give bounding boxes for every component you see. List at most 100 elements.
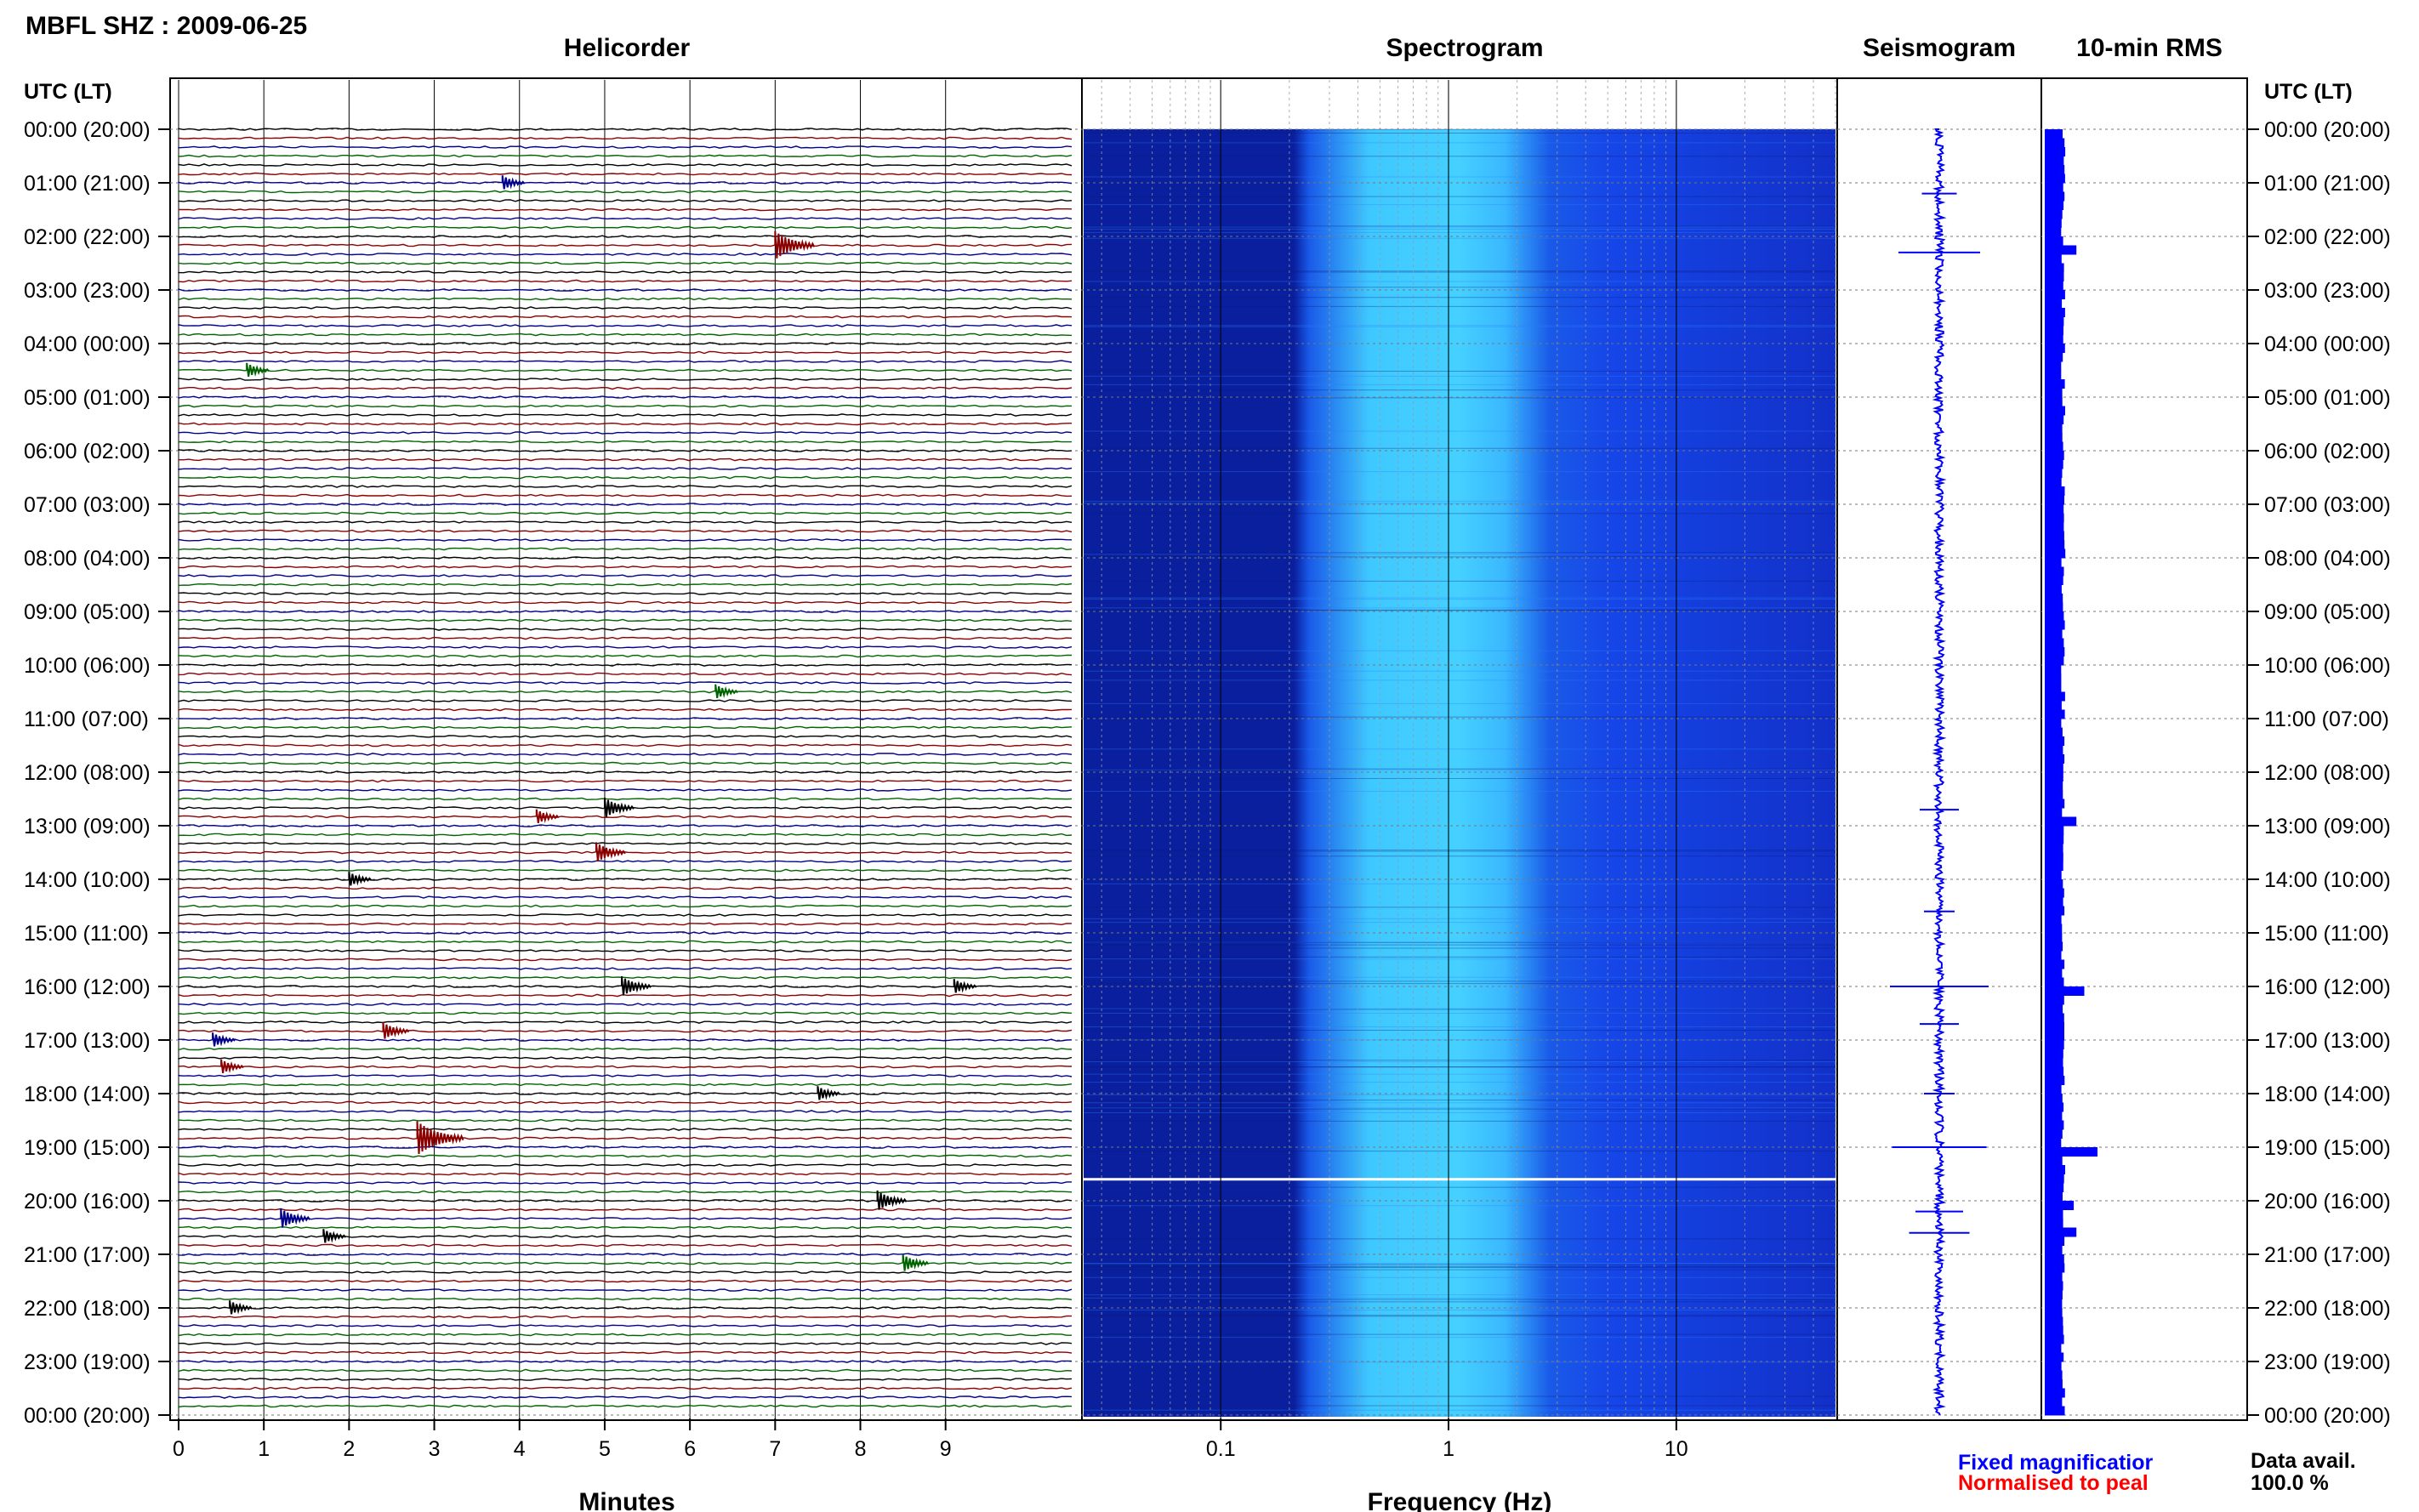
rms-bar [2045,406,2065,416]
rms-bar [2045,906,2065,916]
time-tick-right: 11:00 (07:00) [2264,708,2389,731]
time-tick-left: 07:00 (03:00) [24,493,151,517]
rms-bar [2045,1227,2077,1237]
rms-bar [2045,933,2063,942]
rms-bar [2045,1236,2065,1246]
rms-bar [2045,602,2063,612]
rms-bar [2045,959,2065,969]
time-tick-right: 02:00 (22:00) [2264,225,2391,249]
rms-bar [2045,1397,2063,1407]
helicorder-trace-row [178,1145,1072,1149]
rms-bar [2045,397,2063,406]
time-tick-right: 21:00 (17:00) [2264,1243,2391,1267]
helicorder-trace-row [178,725,1073,730]
rms-bar [2045,531,2064,541]
helicorder-trace-row [178,1395,1073,1399]
rms-bar [2045,1183,2064,1192]
helicorder-trace-row [178,1190,1073,1194]
time-tick-left: 09:00 (05:00) [24,600,151,624]
helicorder-trace-row [178,1270,1073,1274]
helicorder-event [382,1021,410,1039]
time-tick-right: 05:00 (01:00) [2264,386,2391,410]
frequency-tick-labels: 0.1 1 10 [1206,1418,1688,1461]
time-tick-left: 17:00 (13:00) [24,1029,151,1053]
rms-bar [2045,191,2065,202]
helicorder-trace-row [178,815,1073,819]
helicorder-trace-row [178,440,1072,444]
minute-tick-label: 3 [429,1437,441,1461]
rms-bar [2045,816,2077,827]
helicorder-trace-row [178,511,1073,515]
helicorder-trace-row [178,904,1073,908]
time-tick-right: 15:00 (11:00) [2264,922,2389,946]
helicorder-trace-row [178,565,1073,569]
rms-bar [2045,388,2063,398]
time-tick-right: 20:00 (16:00) [2264,1190,2391,1214]
rms-bar [2045,1361,2062,1371]
helicorder-trace-row [178,761,1073,765]
helicorder-trace-row [178,913,1073,917]
helicorder-trace-row [178,422,1073,426]
helicorder-trace-row [178,503,1073,506]
rms-bar [2045,781,2063,791]
helicorder-trace-row [178,458,1073,462]
helicorder-event [501,175,526,190]
helicorder-trace-row [178,895,1073,899]
rms-bar [2045,1165,2065,1174]
frequency-axis-label: Frequency (Hz) [1368,1488,1552,1512]
helicorder-trace-row [178,1235,1073,1238]
helicorder-trace-row [178,368,1073,372]
time-tick-left: 19:00 (15:00) [24,1136,151,1160]
helicorder-trace-row [178,217,1073,220]
helicorder-trace-row [178,136,1073,140]
time-tick-right: 14:00 (10:00) [2264,868,2391,892]
rms-bar [2045,951,2062,960]
helicorder-title: Helicorder [564,34,691,62]
seismogram-trace [1890,128,1989,1416]
helicorder-event [876,1190,908,1210]
rms-bar [2045,540,2065,549]
rms-bar [2045,1219,2063,1228]
rms-bar [2045,1326,2063,1335]
helicorder-trace-row [178,860,1073,863]
minute-tick-labels: 0 1 2 3 4 5 6 7 8 9 [173,1437,952,1461]
rms-bar [2045,1308,2063,1317]
rms-bar [2045,1084,2062,1094]
rms-bar [2045,415,2064,424]
helicorder-event [416,1121,464,1154]
rms-bar [2045,745,2063,755]
time-tick-right: 22:00 (18:00) [2264,1297,2391,1321]
helicorder-trace-row [178,1154,1073,1158]
rms-bar [2045,826,2064,835]
helicorder-trace-row [178,538,1073,542]
rms-bar [2045,173,2065,184]
seismogram-line [1932,128,1947,1416]
helicorder-trace-row [178,1279,1073,1283]
rms-bar [2045,1316,2063,1327]
rms-bar [2045,638,2064,648]
time-tick-right: 19:00 (15:00) [2264,1136,2391,1160]
helicorder-trace-row [178,797,1073,801]
rms-bar [2045,451,2064,460]
helicorder-trace-row [178,493,1073,497]
helicorder-event [229,1300,253,1315]
helicorder-trace-row [178,1100,1073,1105]
time-tick-left: 20:00 (16:00) [24,1190,151,1214]
helicorder-trace-row [178,868,1073,873]
helicorder-trace-row [178,1172,1073,1176]
helicorder-trace-row [178,128,1073,131]
rms-bar [2045,344,2065,353]
helicorder-trace-row [178,717,1073,720]
helicorder-trace-row [178,1243,1073,1248]
helicorder-trace-row [178,681,1073,685]
helicorder-trace-row [178,824,1073,827]
helicorder-trace-row [178,315,1073,319]
helicorder-event [535,809,560,824]
rms-bar [2045,1254,2064,1264]
time-axis-label-left: UTC (LT) [24,80,112,104]
rms-bar [2045,986,2085,996]
rms-bar [2045,620,2065,630]
helicorder-trace-row [178,1342,1073,1345]
helicorder-trace-row [178,708,1073,712]
